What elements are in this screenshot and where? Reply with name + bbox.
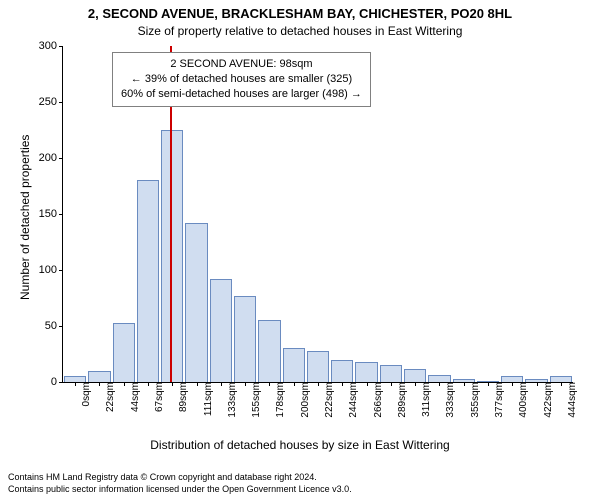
y-tick-mark <box>59 102 63 103</box>
x-tick-mark <box>75 382 76 386</box>
x-tick-mark <box>342 382 343 386</box>
annotation-line: 60% of semi-detached houses are larger (… <box>121 87 362 102</box>
histogram-bar <box>404 369 426 382</box>
annotation-box: 2 SECOND AVENUE: 98sqm← 39% of detached … <box>112 52 371 107</box>
y-tick-mark <box>59 214 63 215</box>
x-tick-label: 377sqm <box>492 382 505 418</box>
x-tick-mark <box>415 382 416 386</box>
x-tick-label: 422sqm <box>541 382 554 418</box>
x-tick-mark <box>269 382 270 386</box>
footer-line-1: Contains HM Land Registry data © Crown c… <box>8 472 317 482</box>
histogram-bar <box>88 371 110 382</box>
x-tick-mark <box>99 382 100 386</box>
histogram-bar <box>355 362 377 382</box>
x-tick-label: 22sqm <box>103 382 116 412</box>
x-tick-label: 178sqm <box>273 382 286 418</box>
x-tick-mark <box>318 382 319 386</box>
x-tick-label: 266sqm <box>371 382 384 418</box>
histogram-bar <box>283 348 305 382</box>
x-tick-label: 222sqm <box>322 382 335 418</box>
histogram-bar <box>113 323 135 382</box>
x-tick-label: 311sqm <box>419 382 432 417</box>
annotation-line: 2 SECOND AVENUE: 98sqm <box>121 57 362 72</box>
histogram-bar <box>137 180 159 382</box>
x-tick-mark <box>294 382 295 386</box>
x-tick-mark <box>148 382 149 386</box>
x-axis-label: Distribution of detached houses by size … <box>0 438 600 452</box>
x-tick-label: 200sqm <box>298 382 311 418</box>
x-tick-mark <box>512 382 513 386</box>
x-tick-mark <box>537 382 538 386</box>
y-tick-mark <box>59 270 63 271</box>
x-tick-mark <box>197 382 198 386</box>
y-tick-mark <box>59 46 63 47</box>
x-tick-mark <box>488 382 489 386</box>
histogram-bar <box>307 351 329 382</box>
histogram-bar <box>331 360 353 382</box>
histogram-bar <box>234 296 256 382</box>
x-tick-mark <box>561 382 562 386</box>
x-tick-label: 89sqm <box>176 382 189 412</box>
x-tick-label: 444sqm <box>565 382 578 418</box>
x-tick-label: 333sqm <box>443 382 456 418</box>
x-tick-mark <box>172 382 173 386</box>
x-tick-mark <box>367 382 368 386</box>
chart-container: 2, SECOND AVENUE, BRACKLESHAM BAY, CHICH… <box>0 0 600 500</box>
histogram-bar <box>258 320 280 382</box>
x-tick-label: 400sqm <box>516 382 529 418</box>
histogram-bar <box>185 223 207 382</box>
y-tick-mark <box>59 158 63 159</box>
x-tick-label: 67sqm <box>152 382 165 412</box>
x-tick-label: 155sqm <box>249 382 262 418</box>
x-tick-mark <box>391 382 392 386</box>
x-tick-mark <box>464 382 465 386</box>
x-tick-label: 0sqm <box>79 382 92 406</box>
chart-subtitle: Size of property relative to detached ho… <box>0 24 600 38</box>
y-axis-label: Number of detached properties <box>18 135 32 300</box>
histogram-bar <box>428 375 450 382</box>
x-tick-mark <box>124 382 125 386</box>
x-tick-mark <box>245 382 246 386</box>
x-tick-label: 111sqm <box>201 382 214 416</box>
x-tick-mark <box>439 382 440 386</box>
annotation-line: ← 39% of detached houses are smaller (32… <box>121 72 362 87</box>
histogram-bar <box>380 365 402 382</box>
x-tick-mark <box>221 382 222 386</box>
y-tick-mark <box>59 382 63 383</box>
x-tick-label: 355sqm <box>468 382 481 418</box>
x-tick-label: 133sqm <box>225 382 238 418</box>
chart-title: 2, SECOND AVENUE, BRACKLESHAM BAY, CHICH… <box>0 6 600 21</box>
x-tick-label: 289sqm <box>395 382 408 418</box>
x-tick-label: 244sqm <box>346 382 359 418</box>
y-tick-mark <box>59 326 63 327</box>
footer-line-2: Contains public sector information licen… <box>8 484 352 494</box>
histogram-bar <box>210 279 232 382</box>
x-tick-label: 44sqm <box>128 382 141 412</box>
